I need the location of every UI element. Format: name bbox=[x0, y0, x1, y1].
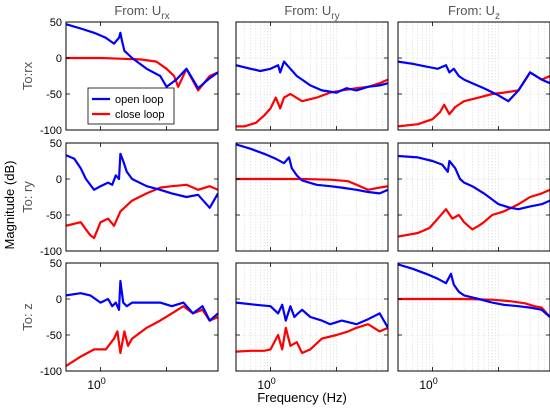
close-loop-line bbox=[236, 177, 388, 191]
y-tick-label: -50 bbox=[46, 330, 62, 342]
close-loop-line bbox=[398, 188, 550, 238]
panel-frame bbox=[65, 262, 219, 372]
panel-series bbox=[66, 23, 218, 92]
panel-grid-lines bbox=[236, 21, 388, 131]
y-tick-label: 50 bbox=[50, 138, 62, 150]
close-loop-line bbox=[236, 323, 388, 355]
panel-frame bbox=[235, 21, 389, 131]
close-loop-line bbox=[66, 56, 218, 92]
y-tick-label: 0 bbox=[56, 294, 62, 306]
row-label: To: z bbox=[20, 303, 35, 330]
open-loop-line bbox=[398, 263, 550, 318]
panel bbox=[397, 21, 550, 131]
panel-frame bbox=[397, 262, 550, 372]
y-tick-label: 50 bbox=[50, 17, 62, 29]
column-title: From: Urx bbox=[114, 3, 169, 22]
open-loop-line bbox=[66, 23, 218, 90]
panel-frame bbox=[65, 21, 219, 131]
open-loop-line bbox=[236, 60, 388, 94]
y-tick-label: -100 bbox=[40, 246, 62, 258]
legend-entry: open loop bbox=[115, 94, 163, 106]
y-tick-label: 50 bbox=[50, 258, 62, 270]
close-loop-line bbox=[236, 78, 388, 128]
panel-frame bbox=[397, 142, 550, 252]
panel-series bbox=[236, 143, 388, 195]
open-loop-line bbox=[66, 152, 218, 209]
open-loop-line bbox=[236, 143, 388, 195]
x-tick-label: 100 bbox=[257, 376, 275, 392]
y-tick-label: -50 bbox=[46, 210, 62, 222]
panel-series bbox=[398, 154, 550, 238]
panel-series bbox=[66, 279, 218, 367]
panel-frame bbox=[235, 262, 389, 372]
panel: -100 -50 0 50 bbox=[40, 138, 219, 258]
x-tick-label: 100 bbox=[87, 376, 105, 392]
panel: -100 -50 0 50 bbox=[40, 17, 219, 137]
panel-series bbox=[236, 60, 388, 128]
panel bbox=[235, 142, 389, 252]
close-loop-line bbox=[398, 297, 550, 318]
y-tick-label: -50 bbox=[46, 89, 62, 101]
open-loop-line bbox=[236, 301, 388, 329]
panel-frame bbox=[235, 142, 389, 252]
panel-grid-lines bbox=[236, 142, 388, 252]
panel-series bbox=[236, 301, 388, 355]
x-tick-label: 100 bbox=[419, 376, 437, 392]
panel-series bbox=[66, 152, 218, 240]
row-label: To:rx bbox=[20, 61, 35, 90]
row-label: To: ry bbox=[20, 181, 35, 213]
x-axis-label: Frequency (Hz) bbox=[257, 390, 347, 405]
panel: -100 -50 0 50 100 bbox=[40, 258, 219, 392]
open-loop-line bbox=[398, 154, 550, 211]
panel bbox=[397, 142, 550, 252]
legend-entry: close loop bbox=[115, 109, 165, 121]
panel-frame bbox=[397, 21, 550, 131]
legend: open loop close loop bbox=[87, 87, 175, 125]
panel-grid-lines bbox=[398, 262, 550, 372]
y-tick-label: -100 bbox=[40, 125, 62, 137]
panel-series bbox=[398, 263, 550, 318]
y-axis-label: Magnitude (dB) bbox=[2, 161, 17, 250]
close-loop-line bbox=[398, 71, 550, 128]
column-titles: From: Urx From: Ury From: Uz bbox=[114, 3, 500, 22]
y-tick-label: -100 bbox=[40, 366, 62, 378]
legend-box bbox=[87, 87, 175, 125]
open-loop-line bbox=[398, 60, 550, 103]
y-tick-label: 0 bbox=[56, 53, 62, 65]
panel bbox=[235, 21, 389, 131]
panel-series bbox=[398, 60, 550, 128]
panel: 100 bbox=[397, 262, 550, 392]
close-loop-line bbox=[66, 183, 218, 240]
row-labels: To:rx To: ry To: z bbox=[20, 61, 35, 330]
column-title: From: Uz bbox=[448, 3, 500, 22]
panel: 100 bbox=[235, 262, 389, 392]
close-loop-line bbox=[66, 305, 218, 367]
open-loop-line bbox=[66, 279, 218, 322]
column-title: From: Ury bbox=[284, 3, 339, 22]
y-tick-label: 0 bbox=[56, 174, 62, 186]
panel-frame bbox=[65, 142, 219, 252]
